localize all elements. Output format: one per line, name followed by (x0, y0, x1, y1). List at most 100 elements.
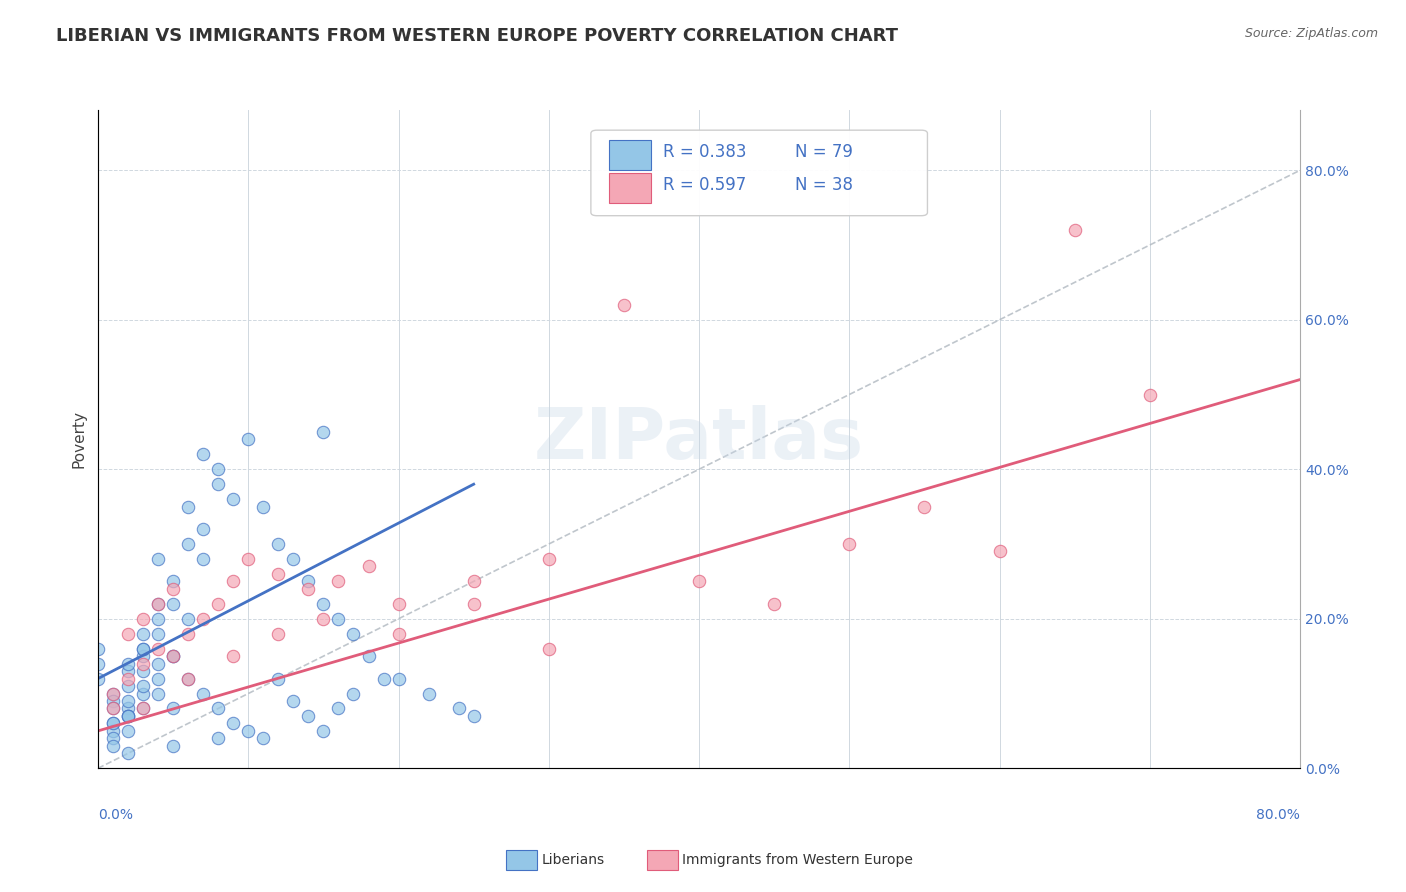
Point (117, 701, 139, 715)
Point (132, 649, 155, 664)
Point (101, 701, 124, 715)
Point (1063, 223, 1085, 237)
Point (87, 672, 110, 686)
Point (447, 701, 470, 715)
Point (238, 433, 260, 447)
Point (387, 672, 409, 686)
Text: R = 0.597: R = 0.597 (664, 176, 747, 194)
Point (387, 597, 409, 611)
Point (328, 574, 350, 589)
Text: R = 0.383: R = 0.383 (664, 143, 747, 161)
Text: N = 79: N = 79 (796, 143, 853, 161)
Point (418, 686, 440, 700)
Text: 80.0%: 80.0% (1256, 808, 1301, 822)
Point (342, 686, 364, 700)
Point (132, 701, 155, 715)
Point (988, 544, 1011, 558)
Point (312, 597, 335, 611)
Point (146, 686, 169, 700)
Point (146, 597, 169, 611)
Point (193, 447, 215, 461)
Point (222, 716, 245, 731)
Point (132, 664, 155, 678)
Point (117, 747, 139, 761)
Point (132, 701, 155, 715)
Point (117, 672, 139, 686)
Point (342, 626, 364, 640)
Point (387, 626, 409, 640)
Point (101, 686, 124, 700)
Text: 0.0%: 0.0% (98, 808, 134, 822)
Point (373, 672, 395, 686)
Point (162, 649, 184, 664)
Point (101, 723, 124, 738)
Point (463, 574, 485, 589)
Point (162, 649, 184, 664)
Point (117, 709, 139, 723)
Point (132, 626, 155, 640)
Point (328, 701, 350, 715)
Point (162, 739, 184, 753)
Point (312, 425, 335, 439)
Point (177, 537, 200, 551)
Point (297, 582, 319, 596)
Point (162, 582, 184, 596)
Point (463, 709, 485, 723)
Point (162, 649, 184, 664)
Point (252, 731, 274, 746)
Point (193, 686, 215, 700)
Point (117, 679, 139, 693)
Point (132, 679, 155, 693)
Point (537, 641, 560, 656)
Point (207, 477, 229, 491)
Point (238, 723, 260, 738)
Point (101, 694, 124, 708)
Point (132, 657, 155, 671)
Point (177, 500, 200, 514)
Point (146, 626, 169, 640)
Point (312, 723, 335, 738)
Point (207, 597, 229, 611)
Point (101, 731, 124, 746)
Point (101, 716, 124, 731)
Point (267, 672, 290, 686)
Point (162, 574, 184, 589)
Text: Immigrants from Western Europe: Immigrants from Western Europe (682, 853, 912, 867)
Point (613, 298, 636, 312)
Text: Source: ZipAtlas.com: Source: ZipAtlas.com (1244, 27, 1378, 40)
Point (193, 612, 215, 626)
Point (146, 641, 169, 656)
Point (463, 597, 485, 611)
Y-axis label: Poverty: Poverty (72, 410, 86, 468)
Point (193, 522, 215, 536)
Point (207, 731, 229, 746)
Point (238, 552, 260, 566)
Point (537, 552, 560, 566)
Point (117, 709, 139, 723)
Point (283, 694, 305, 708)
Point (297, 709, 319, 723)
Point (914, 500, 936, 514)
Point (297, 574, 319, 589)
Point (193, 552, 215, 566)
Point (132, 612, 155, 626)
Point (328, 612, 350, 626)
Point (283, 552, 305, 566)
Text: ZIPatlas: ZIPatlas (534, 405, 865, 474)
Point (222, 574, 245, 589)
Point (146, 552, 169, 566)
Point (117, 657, 139, 671)
Point (87, 641, 110, 656)
Text: Liberians: Liberians (541, 853, 605, 867)
Text: LIBERIAN VS IMMIGRANTS FROM WESTERN EUROPE POVERTY CORRELATION CHART: LIBERIAN VS IMMIGRANTS FROM WESTERN EURO… (56, 27, 898, 45)
Point (117, 694, 139, 708)
Point (117, 723, 139, 738)
Point (117, 664, 139, 678)
Point (267, 566, 290, 581)
Point (207, 462, 229, 476)
Point (267, 537, 290, 551)
Point (688, 574, 710, 589)
Point (177, 612, 200, 626)
Point (838, 537, 860, 551)
Point (162, 701, 184, 715)
